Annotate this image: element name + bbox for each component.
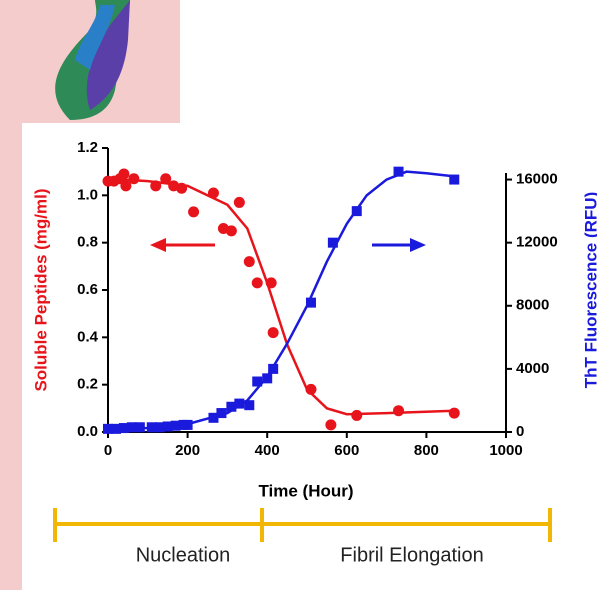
y-tick-label: 0.6 — [77, 281, 98, 298]
data-point — [118, 423, 129, 434]
x-axis-title: Time (Hour) — [258, 481, 353, 500]
y2-tick-label: 12000 — [516, 234, 558, 251]
data-point — [327, 237, 338, 248]
data-point — [448, 407, 460, 419]
x-tick-label: 1000 — [489, 442, 522, 459]
data-point — [146, 422, 157, 433]
data-point — [234, 398, 245, 409]
data-point — [305, 297, 316, 308]
x-tick-label: 200 — [175, 442, 200, 459]
data-point — [207, 187, 219, 199]
data-point — [305, 383, 317, 395]
data-point — [393, 166, 404, 177]
y-tick-label: 0.8 — [77, 234, 98, 251]
data-point — [120, 180, 132, 192]
data-point — [176, 182, 188, 194]
chart-panel — [22, 123, 597, 590]
data-point — [351, 409, 363, 421]
data-point — [268, 363, 279, 374]
data-point — [110, 423, 121, 434]
data-point — [182, 419, 193, 430]
data-point — [216, 408, 227, 419]
data-point — [267, 327, 279, 339]
plot: 0 200 400 600 800 1000 0.0 0.2 0.4 0.6 0.8 1.0 1.2 0 4… — [77, 139, 558, 459]
data-point — [243, 256, 255, 268]
y-tick-label: 1.2 — [77, 139, 98, 156]
arrows — [150, 238, 426, 252]
data-point — [134, 422, 145, 433]
data-point — [351, 206, 362, 217]
y2-tick-label: 4000 — [516, 360, 549, 377]
x-tick-label: 0 — [104, 442, 112, 459]
data-point — [226, 401, 237, 412]
y2-tick-label: 0 — [516, 423, 524, 440]
phase-label: Nucleation — [136, 544, 231, 566]
data-point — [393, 405, 405, 417]
data-point — [128, 173, 140, 185]
data-point — [225, 225, 237, 237]
data-point — [252, 376, 263, 387]
y2-tick-label: 8000 — [516, 297, 549, 314]
y-tick-label: 0.2 — [77, 376, 98, 393]
data-point — [150, 180, 162, 192]
y2-tick-label: 16000 — [516, 171, 558, 188]
x-tick-label: 400 — [255, 442, 280, 459]
data-point — [170, 420, 181, 431]
data-point — [265, 277, 277, 289]
y-tick-label: 0.0 — [77, 423, 98, 440]
y-tick-label: 0.4 — [77, 328, 99, 345]
data-point — [154, 422, 165, 433]
data-point — [233, 196, 245, 208]
data-point — [208, 412, 219, 423]
fibril-image — [55, 0, 130, 120]
data-point — [188, 206, 200, 218]
data-point — [449, 174, 460, 185]
data-point — [126, 422, 137, 433]
data-point — [103, 423, 113, 434]
x-tick-label: 800 — [414, 442, 439, 459]
data-point — [162, 421, 173, 432]
x-tick-label: 600 — [334, 442, 359, 459]
timeline — [53, 508, 552, 542]
data-point — [160, 173, 172, 185]
data-point — [325, 419, 337, 431]
phase-label: Fibril Elongation — [340, 544, 483, 566]
y2-axis-title: ThT Fluorescence (RFU) — [581, 192, 597, 388]
y-tick-label: 1.0 — [77, 186, 98, 203]
data-point — [244, 400, 255, 411]
data-point — [251, 277, 263, 289]
data-point — [262, 373, 273, 384]
data-point — [118, 168, 130, 180]
y-axis-title: Soluble Peptides (mg/ml) — [31, 188, 50, 391]
